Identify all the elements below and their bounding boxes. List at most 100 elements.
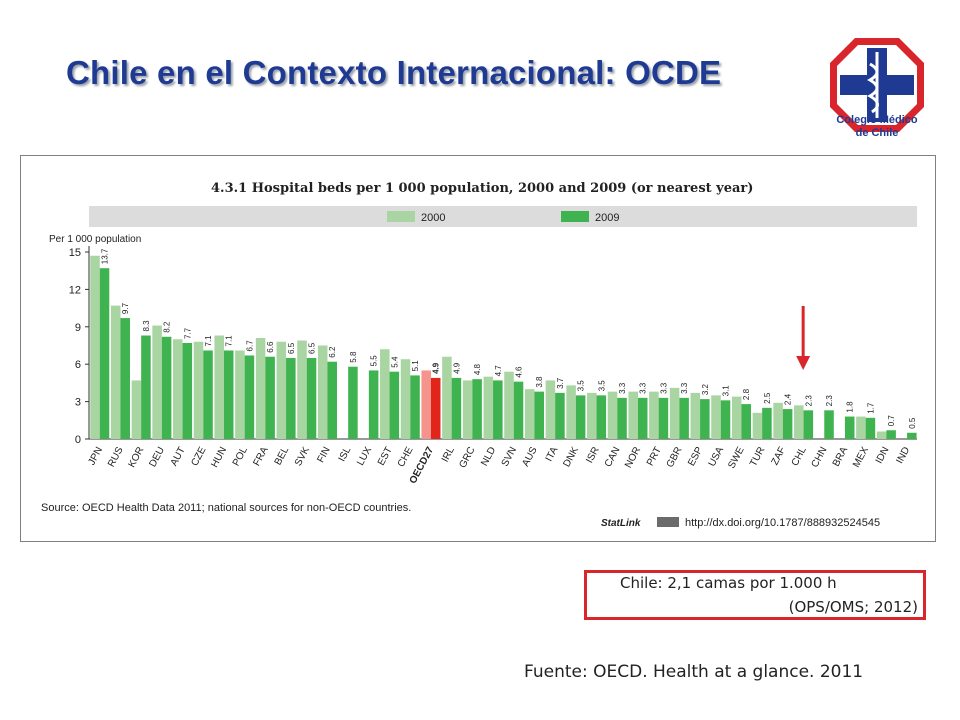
data-label: 4.6	[515, 366, 524, 378]
x-tick-label: CHL	[790, 445, 809, 468]
data-label: 2.3	[825, 395, 834, 407]
bar-2009	[762, 407, 772, 439]
legend-label-2009: 2009	[595, 212, 619, 224]
x-tick-label: IDN	[874, 445, 892, 465]
x-tick-label: FRA	[251, 445, 270, 468]
hospital-beds-chart: 4.3.1 Hospital beds per 1 000 population…	[41, 181, 917, 529]
bar-2009	[700, 399, 710, 439]
x-tick-label: IRL	[440, 445, 457, 464]
bar-2009	[513, 381, 524, 439]
logo-text-line1: Colegio Médico	[836, 114, 918, 126]
bar-2000	[483, 376, 494, 439]
logo-text: Colegio Médico de Chile	[812, 114, 942, 140]
y-tick-label: 15	[69, 247, 81, 259]
x-tick-label: ISL	[337, 445, 354, 464]
chart-title: 4.3.1 Hospital beds per 1 000 population…	[211, 181, 753, 196]
plot-area: 0 3 6 9 12 15 13.7 JPN 9.7 RUS 8.3 KOR 8.2 DEU 7.7 AUT 7…	[69, 246, 917, 486]
x-tick-label: JPN	[86, 445, 105, 467]
bar-2000	[524, 389, 535, 439]
y-tick-label: 0	[75, 434, 81, 446]
data-label: 7.1	[225, 335, 234, 347]
statlink-label: StatLink	[601, 518, 641, 529]
bar-2000	[462, 380, 473, 439]
bar-2009	[803, 410, 814, 439]
x-tick-label: CHN	[810, 445, 830, 469]
data-label: 3.3	[659, 382, 668, 394]
chile-note-line2: (OPS/OMS; 2012)	[788, 598, 918, 616]
bar-2009	[99, 268, 110, 439]
data-label: 4.9	[432, 362, 441, 374]
data-label: 4.8	[473, 363, 482, 375]
data-label: 7.7	[183, 327, 192, 339]
data-label: 3.8	[535, 376, 544, 388]
x-tick-label: BEL	[273, 445, 292, 467]
bar-2009	[575, 395, 586, 439]
bar-2000	[628, 391, 638, 439]
bar-2009	[886, 430, 896, 439]
x-tick-label: NLD	[479, 445, 498, 468]
bar-2009	[410, 375, 420, 439]
data-label: 3.3	[680, 382, 689, 394]
data-label: 3.1	[722, 385, 731, 397]
y-tick-label: 12	[69, 284, 81, 296]
bar-2009	[161, 336, 172, 439]
data-label: 6.7	[245, 340, 254, 352]
x-tick-label: ESP	[686, 445, 705, 468]
x-tick-label: MEX	[851, 445, 871, 470]
bar-2009	[617, 397, 627, 439]
bar-2009	[265, 356, 275, 439]
legend-band	[89, 206, 917, 227]
x-tick-label: USA	[707, 445, 727, 469]
data-label: 6.5	[287, 342, 296, 354]
fuente-text: Fuente: OECD. Health at a glance. 2011	[524, 662, 864, 682]
bar-2000	[380, 349, 390, 439]
bar-2009	[555, 392, 565, 439]
bar-2000	[649, 391, 659, 439]
data-label: 3.5	[597, 380, 606, 392]
data-label: 2.3	[804, 395, 813, 407]
y-axis-label: Per 1 000 population	[49, 234, 141, 245]
bar-2000	[442, 356, 452, 439]
data-label: 3.5	[577, 380, 586, 392]
x-tick-label: AUT	[169, 445, 188, 468]
bar-2009	[472, 379, 482, 439]
chart-frame: 4.3.1 Hospital beds per 1 000 population…	[20, 155, 936, 542]
x-tick-label: LUX	[355, 445, 374, 468]
bar-2000	[173, 339, 183, 439]
bar-2000	[711, 395, 721, 439]
x-tick-label: IND	[894, 445, 912, 465]
bar-2000	[255, 338, 266, 439]
bar-2009	[244, 355, 255, 439]
bar-2000	[690, 392, 701, 439]
bar-2009	[203, 350, 213, 439]
x-tick-label: SWE	[726, 445, 747, 471]
data-label: 3.3	[618, 382, 627, 394]
bar-2009	[348, 366, 358, 439]
bar-2000	[400, 359, 411, 439]
data-label: 6.2	[328, 346, 337, 358]
x-tick-label: ZAF	[770, 445, 789, 467]
data-label: 7.1	[204, 335, 213, 347]
bar-2009	[596, 395, 607, 439]
bar-2009	[141, 335, 151, 439]
statlink-url: http://dx.doi.org/10.1787/888932524545	[685, 517, 880, 529]
data-label: 5.1	[411, 360, 420, 372]
data-label: 9.7	[121, 302, 130, 314]
bar-2000	[131, 380, 142, 439]
bar-2000	[856, 416, 866, 439]
x-tick-label: BRA	[831, 445, 851, 469]
bar-2009	[306, 357, 317, 439]
x-tick-label: DNK	[561, 445, 581, 469]
x-tick-label: PRT	[645, 445, 664, 468]
x-tick-label: HUN	[209, 445, 229, 469]
bar-2009	[534, 391, 544, 439]
x-tick-label: EST	[376, 445, 395, 467]
data-label: 2.4	[784, 393, 793, 405]
bar-2000	[276, 341, 287, 439]
bar-2009	[493, 380, 503, 439]
x-tick-label: ISR	[584, 445, 602, 465]
bar-2000	[773, 402, 783, 439]
bar-2009	[907, 432, 917, 439]
bar-2009	[430, 377, 441, 439]
legend-label-2000: 2000	[421, 212, 445, 224]
